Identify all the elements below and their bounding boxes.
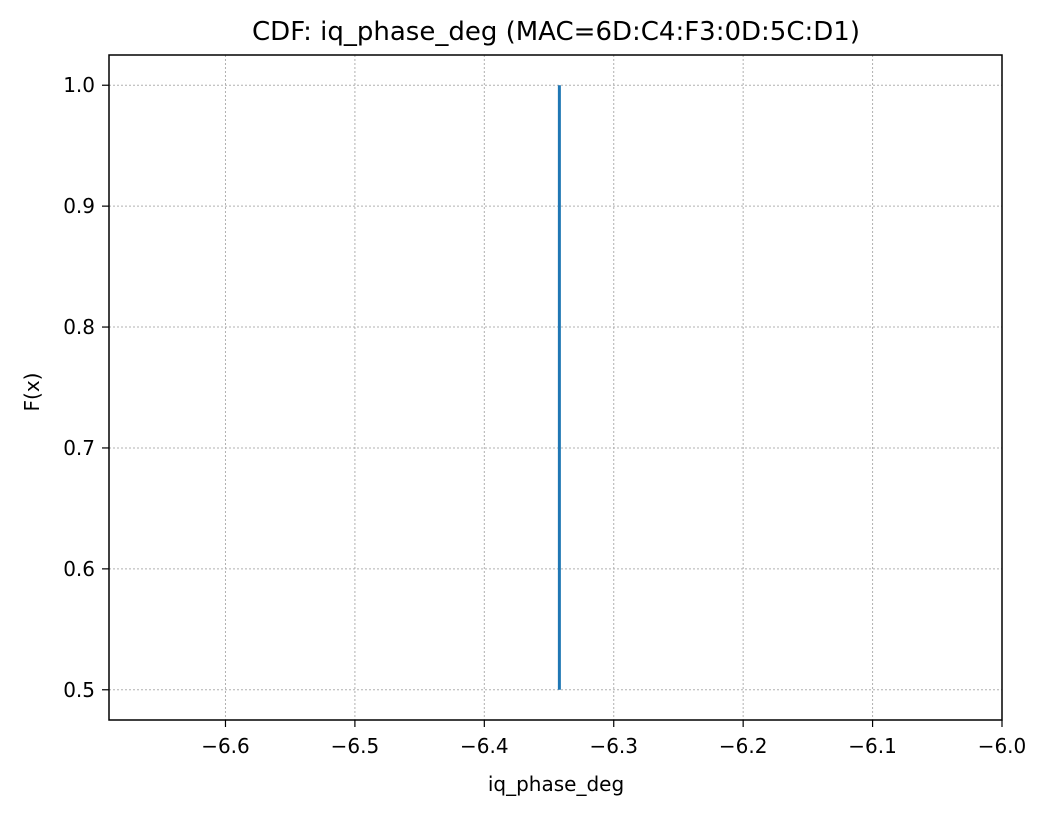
y-tick-label: 0.9: [63, 194, 95, 218]
plot-frame: [108, 54, 1003, 721]
y-tick-label: 0.8: [63, 315, 95, 339]
x-tick-label: −6.6: [201, 734, 250, 758]
y-tick-label: 1.0: [63, 73, 95, 97]
x-tick-label: −6.1: [848, 734, 897, 758]
x-tick-label: −6.2: [719, 734, 768, 758]
x-axis-label: iq_phase_deg: [488, 772, 624, 796]
x-tick-label: −6.4: [460, 734, 509, 758]
x-tick-label: −6.3: [589, 734, 638, 758]
y-tick-label: 0.5: [63, 678, 95, 702]
x-axis-ticks: −6.6 −6.5 −6.4 −6.3 −6.2 −6.1 −6.0: [201, 720, 1026, 758]
x-tick-label: −6.5: [331, 734, 380, 758]
grid: [109, 55, 1003, 720]
y-axis-ticks: 0.5 0.6 0.7 0.8 0.9 1.0: [63, 73, 109, 702]
y-tick-label: 0.6: [63, 557, 95, 581]
y-axis-label: F(x): [20, 373, 44, 412]
chart-title: CDF: iq_phase_deg (MAC=6D:C4:F3:0D:5C:D1…: [252, 17, 860, 47]
y-tick-label: 0.7: [63, 436, 95, 460]
x-tick-label: −6.0: [978, 734, 1027, 758]
